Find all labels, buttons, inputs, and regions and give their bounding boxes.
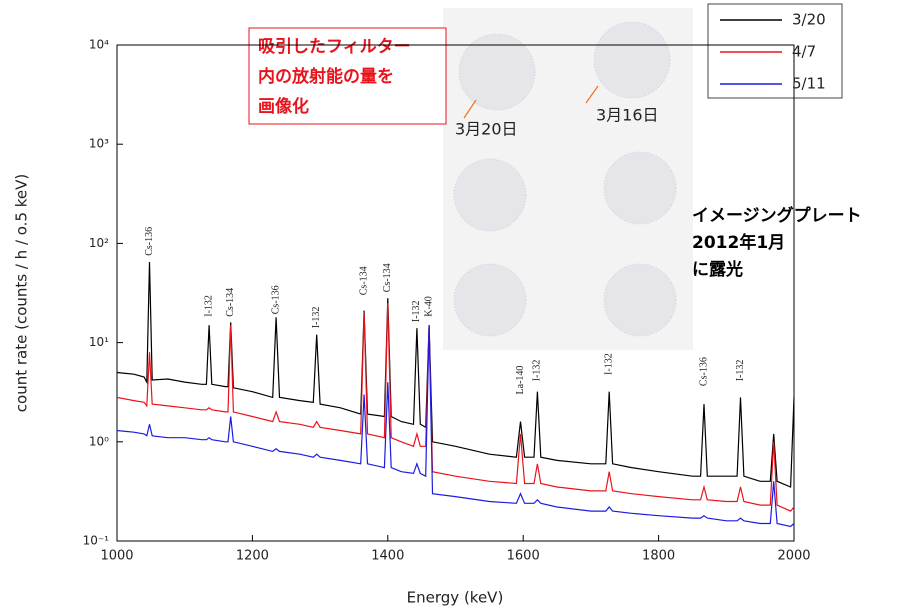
- peak-label: Cs-134: [382, 263, 393, 292]
- legend-label: 5/11: [792, 75, 826, 93]
- y-tick-label: 10³: [89, 137, 109, 151]
- x-tick-label: 1400: [371, 549, 404, 564]
- y-axis-label: count rate (counts / h / o.5 keV): [13, 174, 31, 412]
- y-tick-label: 10⁰: [89, 434, 109, 448]
- y-tick-label: 10⁴: [89, 38, 109, 52]
- x-axis-label: Energy (keV): [407, 589, 504, 607]
- legend-label: 4/7: [792, 43, 816, 61]
- series-line: [117, 325, 794, 526]
- callout-text: 吸引したフィルター: [258, 37, 411, 57]
- note-text: イメージングプレート: [692, 205, 862, 226]
- chart: 3月20日 3月16日 吸引したフィルター 内の放射能の量を 画像化 イメージン…: [0, 0, 910, 609]
- peak-label: Cs-136: [144, 227, 155, 256]
- x-tick-label: 1800: [642, 549, 675, 564]
- peak-label: La-140: [515, 366, 526, 395]
- y-tick-label: 10²: [89, 236, 109, 250]
- peak-label: I-132: [735, 360, 746, 382]
- peak-label: Cs-134: [225, 288, 236, 317]
- peak-label: Cs-136: [698, 357, 709, 386]
- note-text: 2012年1月: [692, 232, 785, 253]
- callout-text: 画像化: [258, 96, 309, 117]
- inset-label: 3月16日: [596, 106, 659, 125]
- x-tick-label: 2000: [777, 549, 810, 564]
- peak-label: I-132: [411, 300, 422, 322]
- peak-label: Cs-134: [358, 266, 369, 295]
- inset-label: 3月20日: [455, 120, 518, 139]
- peak-label: I-132: [311, 307, 322, 329]
- x-tick-label: 1200: [236, 549, 269, 564]
- callout-text: 内の放射能の量を: [258, 66, 394, 87]
- peak-label: Cs-136: [270, 285, 281, 314]
- x-tick-label: 1000: [100, 549, 133, 564]
- x-tick-label: 1600: [507, 549, 540, 564]
- peak-label: I-132: [532, 360, 543, 382]
- note-text: に露光: [692, 259, 743, 280]
- peak-label: I-132: [203, 295, 214, 317]
- y-tick-label: 10⁻¹: [83, 534, 110, 548]
- y-tick-label: 10¹: [89, 335, 109, 349]
- legend-label: 3/20: [792, 11, 826, 29]
- peak-label: K-40: [423, 296, 434, 317]
- peak-label: I-132: [603, 353, 614, 375]
